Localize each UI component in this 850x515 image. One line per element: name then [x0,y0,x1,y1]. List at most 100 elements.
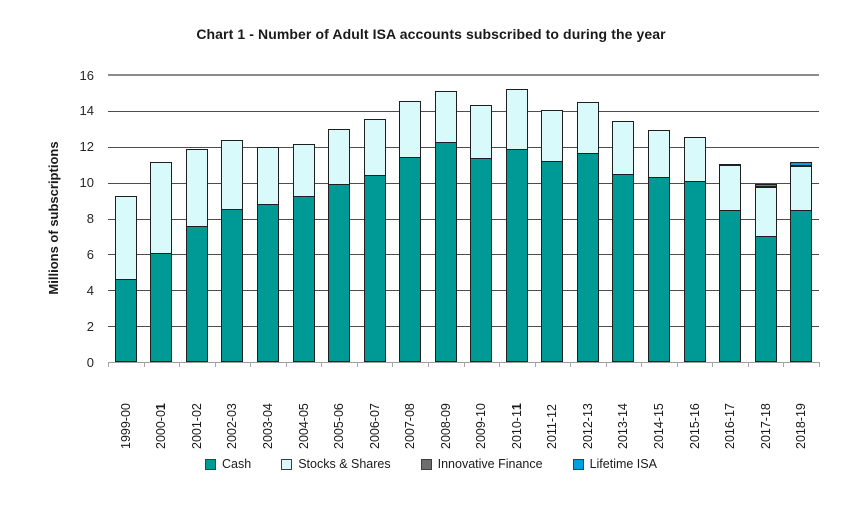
x-axis-label-2008-09: 2008-09 [438,403,453,449]
legend-label-lifetime-isa: Lifetime ISA [589,457,657,471]
segment-cash [328,184,351,362]
segment-stocks-shares [256,147,279,205]
legend-item-lifetime-isa: Lifetime ISA [572,457,657,471]
y-tick-label-12: 12 [79,139,94,155]
segment-stocks-shares [754,187,777,237]
bar-2005-06 [328,75,351,362]
gridline-4 [108,290,819,292]
bar-2001-02 [185,75,208,362]
gridline-2 [108,326,819,328]
x-tick-mark [285,362,287,367]
x-axis-label-2007-08: 2007-08 [403,403,418,449]
segment-stocks-shares [114,196,137,280]
bar-2002-03 [221,75,244,362]
x-tick-mark [143,362,145,367]
segment-stocks-shares [683,137,706,182]
y-tick-label-4: 4 [86,282,94,298]
bar-2018-19 [790,75,813,362]
legend-label-innovative-finance: Innovative Finance [437,457,543,471]
bar-2014-15 [648,75,671,362]
segment-cash [292,196,315,362]
x-axis-label-2006-07: 2006-07 [367,403,382,449]
segment-cash [541,161,564,362]
legend: Cash Stocks & Shares Innovative Finance Lif… [12,457,850,471]
x-tick-mark [214,362,216,367]
y-tick-label-16: 16 [79,67,94,83]
x-axis-label-2018-19: 2018-19 [794,403,809,449]
bar-2004-05 [292,75,315,362]
segment-cash [790,210,813,362]
x-tick-mark [534,362,536,367]
x-tick-mark [392,362,394,367]
legend-item-cash: Cash [205,457,251,471]
bar-2016-17 [719,75,742,362]
x-tick-mark [641,362,643,367]
segment-stocks-shares [576,102,599,154]
x-axis-label-2011-12: 2011-12 [545,404,560,449]
segment-cash [719,210,742,362]
x-axis-label-2012-13: 2012-13 [580,403,595,449]
segment-cash [754,236,777,362]
x-axis-label-2015-16: 2015-16 [687,403,702,449]
segment-cash [434,142,457,362]
bar-2000-01 [150,75,173,362]
segment-stocks-shares [363,119,386,176]
segment-stocks-shares [470,105,493,159]
bar-2017-18 [754,75,777,362]
x-tick-mark [605,362,607,367]
segment-lifetime-isa [790,162,813,166]
x-tick-mark [179,362,181,367]
x-axis-label-2010-11: 2010-11 [509,403,524,449]
x-axis-label-2000-01: 2000-01 [154,403,169,449]
x-axis-label-2004-05: 2004-05 [296,403,311,449]
x-axis-label-2014-15: 2014-15 [652,403,667,449]
x-tick-mark [463,362,465,367]
x-tick-mark [712,362,714,367]
gridline-16 [108,74,819,76]
bar-2006-07 [363,75,386,362]
y-tick-label-0: 0 [86,354,94,370]
segment-stocks-shares [185,149,208,227]
legend-label-stocks-shares: Stocks & Shares [298,457,391,471]
gridline-14 [108,110,819,112]
legend-label-cash: Cash [222,457,252,471]
segment-stocks-shares [541,110,564,162]
segment-cash [576,153,599,362]
segment-stocks-shares [434,91,457,143]
x-tick-mark [321,362,323,367]
bar-2012-13 [576,75,599,362]
segment-cash [505,149,528,362]
x-tick-mark [250,362,252,367]
segment-cash [683,181,706,362]
segment-cash [363,175,386,362]
x-axis-label-2001-02: 2001-02 [189,403,204,449]
segment-stocks-shares [612,121,635,175]
x-axis-label-2003-04: 2003-04 [260,403,275,449]
bar-2011-12 [541,75,564,362]
x-axis-label-2002-03: 2002-03 [225,403,240,449]
legend-swatch-lifetime-isa [572,458,584,470]
segment-stocks-shares [221,140,244,210]
x-tick-mark [819,362,820,367]
segment-stocks-shares [150,162,173,254]
segment-cash [256,204,279,362]
bar-2015-16 [683,75,706,362]
x-axis-label-2017-18: 2017-18 [758,403,773,449]
y-tick-label-8: 8 [86,211,94,226]
gridline-10 [108,182,819,184]
x-tick-mark [108,362,109,367]
segment-cash [648,177,671,362]
gridline-6 [108,254,819,256]
x-axis-label-2013-14: 2013-14 [616,403,631,449]
segment-cash [612,174,635,362]
x-tick-mark [747,362,749,367]
legend-swatch-cash [205,458,217,470]
segment-innovative-finance [719,164,742,166]
segment-cash [114,279,137,362]
y-tick-label-6: 6 [86,246,94,262]
segment-lifetime-isa [754,184,777,187]
y-tick-label-10: 10 [79,175,94,191]
segment-cash [185,226,208,362]
chart-title: Chart 1 - Number of Adult ISA accounts s… [196,26,666,42]
